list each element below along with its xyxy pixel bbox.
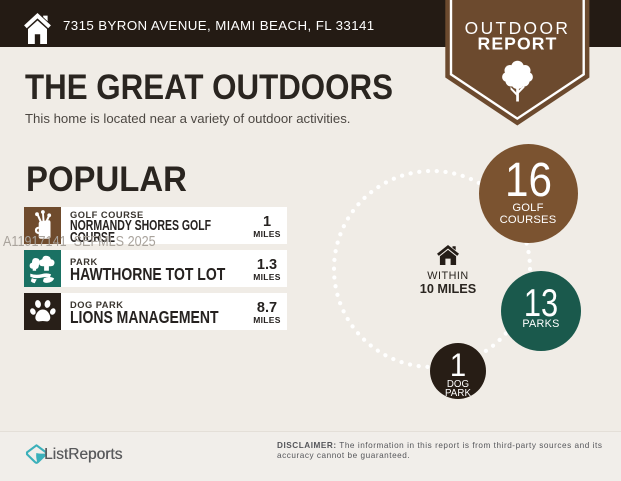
svg-text:REPORT: REPORT	[478, 34, 558, 54]
svg-text:OUTDOOR: OUTDOOR	[465, 18, 571, 38]
